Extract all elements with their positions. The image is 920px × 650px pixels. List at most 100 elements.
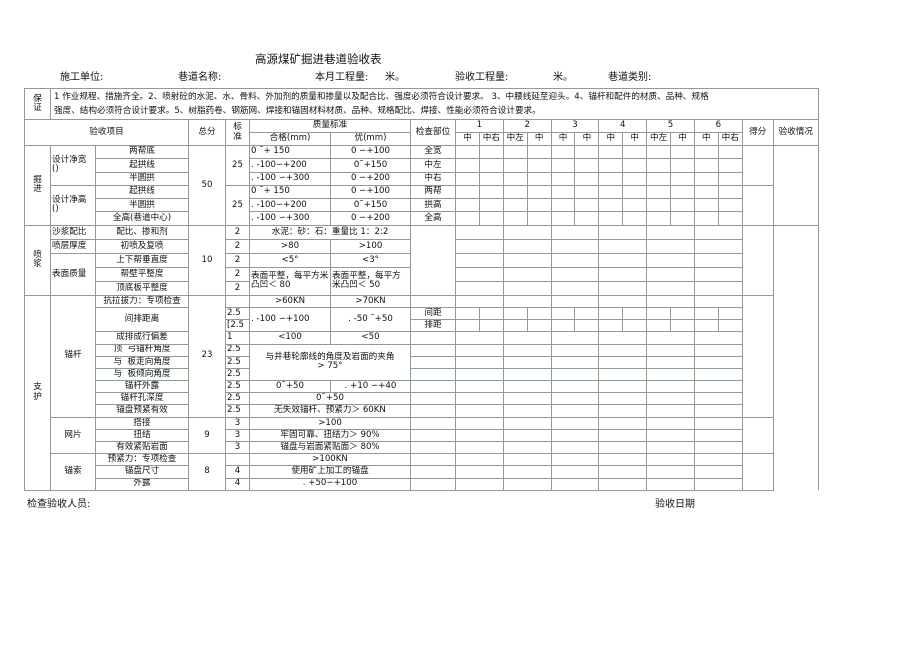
check-cell[interactable] (574, 198, 600, 213)
check-cell[interactable] (478, 158, 504, 173)
check-cell[interactable] (598, 252, 648, 268)
check-cell[interactable] (598, 280, 648, 296)
check-cell[interactable] (622, 319, 648, 333)
check-cell[interactable] (622, 211, 648, 226)
check-cell[interactable] (693, 306, 719, 321)
check-cell[interactable] (455, 252, 504, 268)
check-cell[interactable] (455, 453, 504, 467)
check-cell[interactable] (550, 294, 600, 308)
check-cell[interactable] (455, 238, 504, 254)
check-cell[interactable] (455, 428, 504, 443)
check-cell[interactable] (646, 171, 672, 186)
check-cell[interactable] (598, 367, 648, 382)
check-cell[interactable] (622, 306, 648, 321)
check-cell[interactable] (598, 198, 624, 213)
check-cell[interactable] (550, 144, 576, 160)
check-cell[interactable] (550, 238, 600, 254)
check-cell[interactable] (478, 319, 504, 333)
check-cell[interactable] (502, 158, 528, 173)
check-cell[interactable] (693, 367, 743, 382)
check-cell[interactable] (598, 211, 624, 226)
check-cell[interactable] (693, 158, 719, 173)
check-cell[interactable] (646, 319, 672, 333)
check-cell[interactable] (598, 343, 648, 357)
check-cell[interactable] (693, 380, 743, 394)
check-cell[interactable] (693, 465, 743, 479)
check-cell[interactable] (502, 380, 552, 394)
check-cell[interactable] (646, 306, 672, 321)
check-cell[interactable] (526, 158, 552, 173)
check-cell[interactable] (550, 158, 576, 173)
check-cell[interactable] (455, 211, 480, 226)
check-cell[interactable] (502, 144, 528, 160)
check-cell[interactable] (646, 355, 695, 369)
check-cell[interactable] (455, 280, 504, 296)
check-cell[interactable] (550, 428, 600, 443)
check-cell[interactable] (598, 184, 624, 200)
check-cell[interactable] (455, 171, 480, 186)
check-cell[interactable] (646, 380, 695, 394)
check-cell[interactable] (502, 453, 552, 467)
check-cell[interactable] (502, 252, 552, 268)
check-cell[interactable] (670, 211, 695, 226)
check-cell[interactable] (598, 294, 648, 308)
check-cell[interactable] (646, 392, 695, 406)
check-cell[interactable] (693, 441, 743, 455)
check-cell[interactable] (550, 477, 600, 491)
check-cell[interactable] (693, 224, 743, 240)
score-cell[interactable] (741, 184, 774, 226)
check-cell[interactable] (526, 319, 552, 333)
check-cell[interactable] (693, 280, 743, 296)
check-cell[interactable] (717, 211, 743, 226)
check-cell[interactable] (598, 171, 624, 186)
check-cell[interactable] (693, 198, 719, 213)
check-cell[interactable] (502, 211, 528, 226)
check-cell[interactable] (717, 319, 743, 333)
check-cell[interactable] (598, 404, 648, 418)
check-cell[interactable] (646, 280, 695, 296)
check-cell[interactable] (502, 343, 552, 357)
check-cell[interactable] (502, 428, 552, 443)
check-cell[interactable] (693, 266, 743, 282)
check-cell[interactable] (526, 198, 552, 213)
check-cell[interactable] (526, 144, 552, 160)
check-cell[interactable] (717, 198, 743, 213)
check-cell[interactable] (455, 367, 504, 382)
check-cell[interactable] (502, 280, 552, 296)
check-cell[interactable] (502, 238, 552, 254)
check-cell[interactable] (502, 355, 552, 369)
check-cell[interactable] (646, 416, 695, 430)
check-cell[interactable] (646, 198, 672, 213)
check-cell[interactable] (693, 144, 719, 160)
check-cell[interactable] (455, 331, 504, 345)
check-cell[interactable] (502, 416, 552, 430)
check-cell[interactable] (550, 171, 576, 186)
check-cell[interactable] (646, 477, 695, 491)
check-cell[interactable] (598, 319, 624, 333)
check-cell[interactable] (550, 343, 600, 357)
check-cell[interactable] (502, 404, 552, 418)
check-cell[interactable] (455, 294, 504, 308)
check-cell[interactable] (502, 294, 552, 308)
check-cell[interactable] (502, 331, 552, 345)
check-cell[interactable] (455, 198, 480, 213)
check-cell[interactable] (550, 453, 600, 467)
check-cell[interactable] (455, 477, 504, 491)
check-cell[interactable] (598, 428, 648, 443)
check-cell[interactable] (550, 355, 600, 369)
check-cell[interactable] (502, 319, 528, 333)
check-cell[interactable] (693, 477, 743, 491)
check-cell[interactable] (693, 252, 743, 268)
check-cell[interactable] (550, 404, 600, 418)
check-cell[interactable] (598, 238, 648, 254)
check-cell[interactable] (598, 416, 648, 430)
check-cell[interactable] (693, 184, 719, 200)
check-cell[interactable] (598, 392, 648, 406)
check-cell[interactable] (622, 198, 648, 213)
check-cell[interactable] (717, 171, 743, 186)
check-cell[interactable] (646, 428, 695, 443)
check-cell[interactable] (646, 224, 695, 240)
check-cell[interactable] (622, 184, 648, 200)
check-cell[interactable] (693, 331, 743, 345)
check-cell[interactable] (550, 198, 576, 213)
